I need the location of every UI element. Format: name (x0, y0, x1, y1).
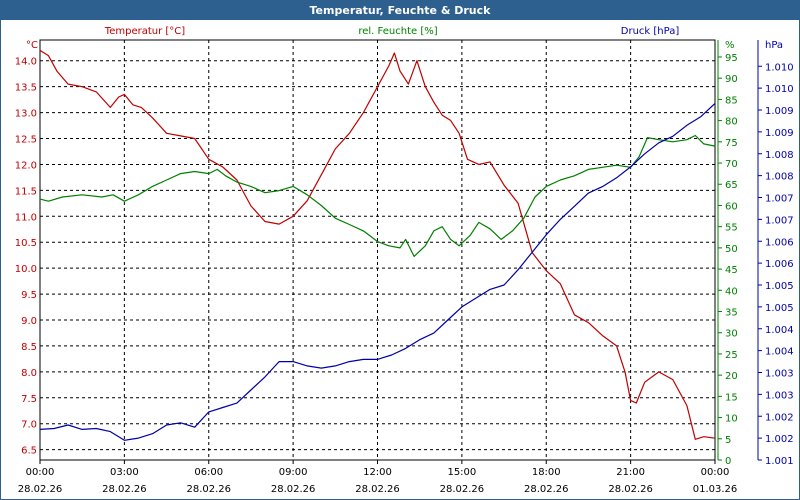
x-tick-time: 06:00 (194, 467, 223, 478)
pressure-axis-title: Druck [hPa] (621, 26, 680, 37)
humidity-tick-label: 20 (725, 371, 738, 382)
x-tick-time: 09:00 (279, 467, 308, 478)
x-tick-date: 28.02.26 (186, 484, 231, 495)
temperature-tick-label: 7.5 (21, 394, 37, 405)
series-line-temperature (39, 49, 716, 440)
humidity-tick-label: 10 (725, 414, 738, 425)
temperature-tick-label: 6.5 (21, 446, 37, 457)
pressure-tick-label: 1.003 (765, 390, 794, 401)
x-tick-date: 28.02.26 (102, 484, 147, 495)
grid-lines (39, 40, 716, 464)
x-tick-time: 15:00 (447, 467, 476, 478)
humidity-tick-label: 80 (725, 117, 738, 128)
humidity-tick-label: 90 (725, 74, 738, 85)
temperature-tick-label: 10.0 (15, 264, 37, 275)
temperature-tick-label: 14.0 (15, 57, 37, 68)
temperature-tick-label: 9.0 (21, 316, 37, 327)
pressure-tick-label: 1.003 (765, 369, 794, 380)
x-tick-time: 12:00 (363, 467, 392, 478)
pressure-tick-label: 1.007 (765, 215, 794, 226)
pressure-tick-label: 1.008 (765, 172, 794, 183)
x-tick-date: 28.02.26 (355, 484, 400, 495)
temperature-tick-label: 10.5 (15, 238, 37, 249)
pressure-tick-label: 1.004 (765, 325, 794, 336)
series-line-humidity (39, 134, 716, 257)
temperature-tick-label: 9.5 (21, 290, 37, 301)
x-tick-time: 00:00 (701, 467, 730, 478)
plot-box (39, 39, 716, 461)
pressure-tick-label: 1.005 (765, 303, 794, 314)
humidity-tick-label: 45 (725, 265, 738, 276)
series-line-pressure (39, 102, 716, 441)
x-tick-date: 01.03.26 (693, 484, 738, 495)
humidity-tick-label: 75 (725, 138, 738, 149)
humidity-axis-title: rel. Feuchte [%] (358, 26, 437, 37)
humidity-tick-label: 50 (725, 244, 738, 255)
x-tick-time: 03:00 (110, 467, 139, 478)
pressure-tick-label: 1.002 (765, 412, 794, 423)
x-tick-date: 28.02.26 (440, 484, 485, 495)
humidity-tick-label: 15 (725, 392, 738, 403)
x-tick-date: 28.02.26 (524, 484, 569, 495)
temperature-tick-label: 13.0 (15, 109, 37, 120)
humidity-tick-label: 0 (725, 456, 731, 467)
window-title: Temperatur, Feuchte & Druck (1, 1, 799, 20)
humidity-tick-label: 55 (725, 223, 738, 234)
axis-labels: Temperatur [°C] rel. Feuchte [%] Druck [… (15, 26, 794, 495)
temperature-tick-label: 8.0 (21, 368, 37, 379)
pressure-tick-label: 1.009 (765, 106, 794, 117)
humidity-tick-label: 60 (725, 201, 738, 212)
pressure-tick-label: 1.007 (765, 194, 794, 205)
humidity-tick-label: 70 (725, 159, 738, 170)
plot-border (39, 39, 716, 461)
pressure-tick-label: 1.005 (765, 281, 794, 292)
x-tick-date: 28.02.26 (18, 484, 63, 495)
series-lines (39, 49, 716, 441)
x-tick-time: 21:00 (616, 467, 645, 478)
humidity-tick-label: 95 (725, 53, 738, 64)
humidity-tick-label: 5 (725, 435, 731, 446)
x-tick-date: 28.02.26 (271, 484, 316, 495)
humidity-tick-label: 40 (725, 286, 738, 297)
x-tick-date: 28.02.26 (608, 484, 653, 495)
temperature-tick-label: 11.5 (15, 186, 37, 197)
humidity-tick-label: 85 (725, 95, 738, 106)
pressure-tick-label: 1.010 (765, 84, 794, 95)
temperature-tick-label: 7.0 (21, 420, 37, 431)
temperature-axis-title: Temperatur [°C] (104, 26, 185, 37)
pressure-tick-label: 1.006 (765, 259, 794, 270)
temperature-tick-label: 12.5 (15, 135, 37, 146)
pressure-tick-label: 1.008 (765, 150, 794, 161)
pressure-tick-label: 1.009 (765, 128, 794, 139)
humidity-tick-label: 30 (725, 329, 738, 340)
humidity-tick-label: 35 (725, 308, 738, 319)
humidity-tick-label: 25 (725, 350, 738, 361)
x-tick-time: 00:00 (26, 467, 55, 478)
temperature-unit: °C (26, 40, 38, 51)
pressure-unit: hPa (765, 40, 783, 51)
humidity-unit: % (725, 40, 735, 51)
pressure-tick-label: 1.006 (765, 237, 794, 248)
pressure-tick-label: 1.004 (765, 347, 794, 358)
pressure-tick-label: 1.002 (765, 434, 794, 445)
temperature-tick-label: 11.0 (15, 212, 37, 223)
temperature-tick-label: 12.0 (15, 160, 37, 171)
humidity-tick-label: 65 (725, 180, 738, 191)
temperature-tick-label: 13.5 (15, 83, 37, 94)
temperature-tick-label: 8.5 (21, 342, 37, 353)
x-tick-time: 18:00 (532, 467, 561, 478)
pressure-tick-label: 1.001 (765, 456, 794, 467)
pressure-tick-label: 1.010 (765, 62, 794, 73)
